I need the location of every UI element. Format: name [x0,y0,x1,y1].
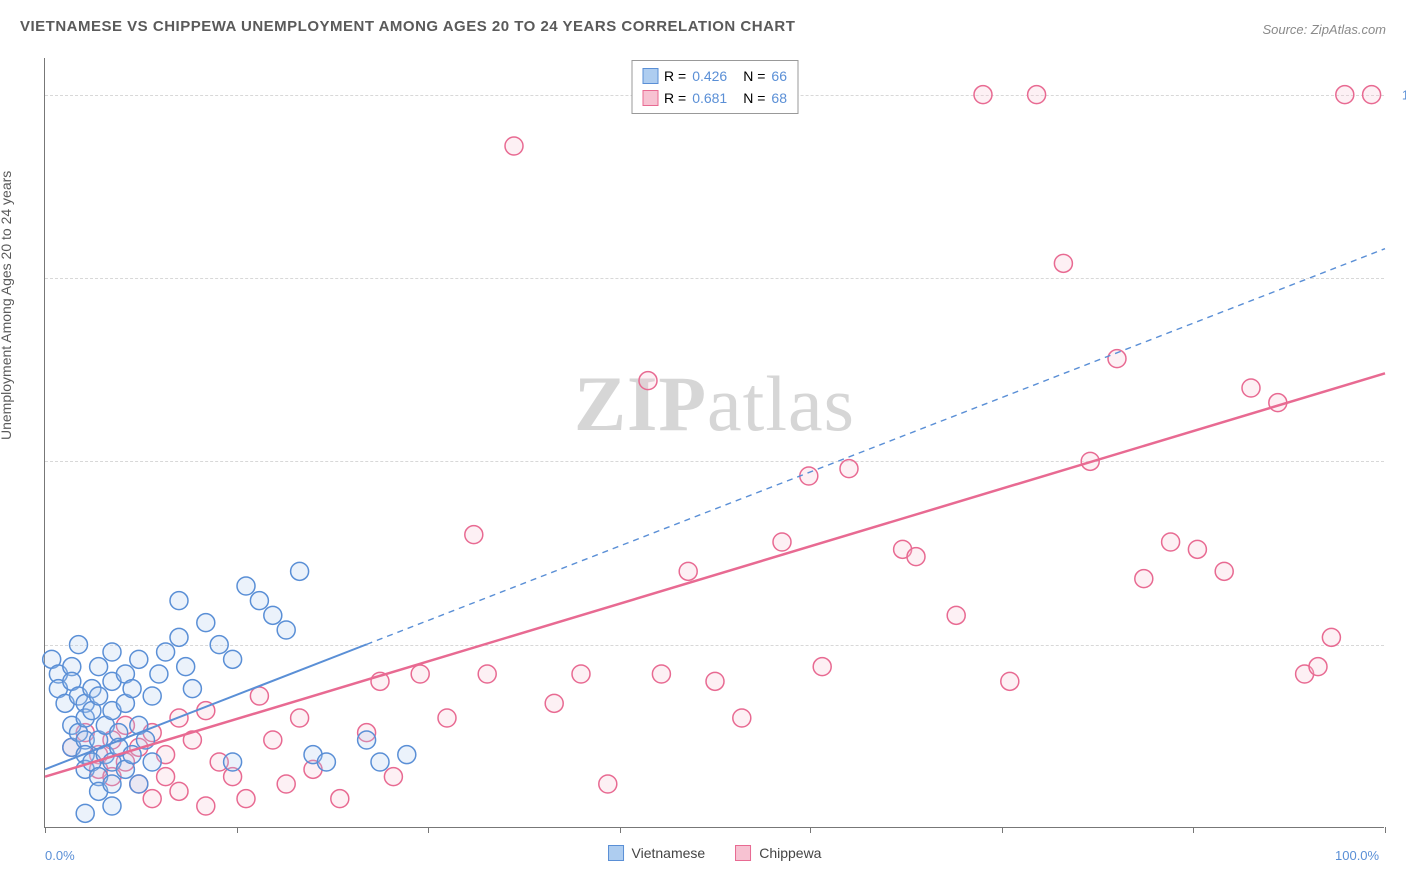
x-tick-label: 100.0% [1335,848,1379,863]
legend-swatch-chippewa-bottom [735,845,751,861]
x-tick [810,827,811,833]
legend-swatch-vietnamese-bottom [608,845,624,861]
source-attribution: Source: ZipAtlas.com [1262,22,1386,37]
x-tick [1002,827,1003,833]
series-legend: Vietnamese Chippewa [608,845,822,861]
chart-title: VIETNAMESE VS CHIPPEWA UNEMPLOYMENT AMON… [20,18,795,35]
x-tick [428,827,429,833]
legend-row-chippewa: R = 0.681 N = 68 [642,87,787,109]
legend-swatch-vietnamese [642,68,658,84]
x-tick [1193,827,1194,833]
x-tick [45,827,46,833]
x-tick-label: 0.0% [45,848,75,863]
legend-item-chippewa: Chippewa [735,845,821,861]
y-axis-label: Unemployment Among Ages 20 to 24 years [0,171,14,440]
legend-row-vietnamese: R = 0.426 N = 66 [642,65,787,87]
correlation-legend: R = 0.426 N = 66 R = 0.681 N = 68 [631,60,798,114]
r-value-vietnamese: 0.426 [692,65,727,87]
legend-item-vietnamese: Vietnamese [608,845,706,861]
x-tick [620,827,621,833]
n-value-chippewa: 68 [771,87,787,109]
y-tick-label: 100.0% [1402,87,1406,102]
r-value-chippewa: 0.681 [692,87,727,109]
x-tick [1385,827,1386,833]
legend-swatch-chippewa [642,90,658,106]
plot-area: ZIPatlas 25.0%50.0%75.0%100.0% 0.0%100.0… [44,58,1384,828]
x-tick [237,827,238,833]
n-value-vietnamese: 66 [771,65,787,87]
scatter-svg [45,58,1384,827]
